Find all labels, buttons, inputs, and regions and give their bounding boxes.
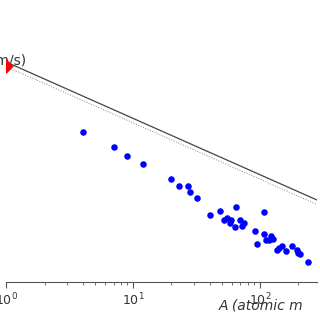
Point	[264, 237, 269, 243]
Point	[234, 204, 239, 209]
Point	[111, 145, 116, 150]
Point	[275, 248, 280, 253]
Point	[169, 176, 174, 181]
Point	[238, 218, 243, 223]
Point	[228, 218, 234, 223]
Point	[268, 234, 273, 239]
Point	[188, 189, 193, 194]
Point	[207, 212, 212, 218]
Point	[217, 208, 222, 213]
Point	[261, 231, 266, 236]
Point	[280, 243, 285, 248]
Point	[255, 242, 260, 247]
Point	[177, 184, 182, 189]
Point	[239, 223, 244, 228]
Point	[295, 247, 300, 252]
Text: (m/s): (m/s)	[0, 53, 27, 67]
Point	[228, 220, 233, 225]
Point	[262, 210, 267, 215]
Point	[225, 215, 230, 220]
Point	[195, 195, 200, 200]
Point	[242, 220, 247, 225]
Point	[298, 252, 303, 257]
Point	[252, 228, 258, 234]
Point	[221, 218, 227, 223]
X-axis label: A (atomic m: A (atomic m	[219, 298, 303, 312]
Point	[4, 64, 9, 69]
Point	[141, 161, 146, 166]
Point	[305, 260, 310, 265]
Point	[271, 236, 276, 241]
Point	[276, 245, 281, 250]
Point	[284, 249, 289, 254]
Point	[185, 184, 190, 189]
Point	[125, 154, 130, 159]
Point	[289, 243, 294, 248]
Point	[267, 237, 272, 243]
Point	[233, 224, 238, 229]
Point	[80, 129, 85, 134]
Point	[296, 251, 301, 256]
